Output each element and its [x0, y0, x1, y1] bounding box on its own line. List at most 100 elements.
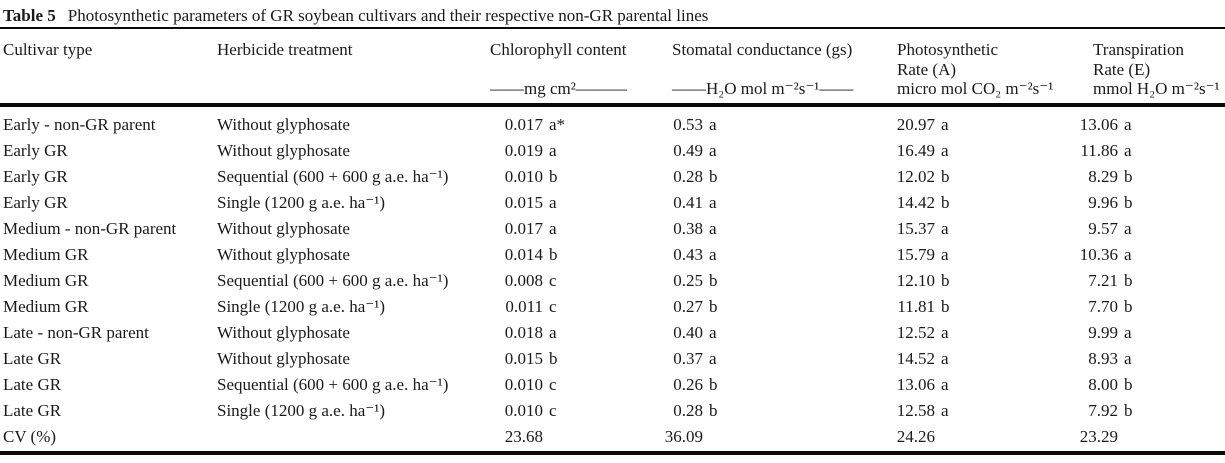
cell-transpiration-value: 9.57 a [1078, 219, 1225, 239]
photosynthetic-sig-letter: a [941, 141, 949, 161]
transpiration-sig-letter: a [1124, 141, 1132, 161]
header-line: Rate (E) [1093, 59, 1151, 79]
cell-herbicide-treatment: Single (1200 g a.e. ha⁻¹) [217, 401, 385, 421]
cell-herbicide-treatment: Without glyphosate [217, 323, 350, 343]
stomatal-number: 0.27 [673, 297, 703, 317]
photosynthetic-number: 24.26 [896, 427, 935, 447]
stomatal-number: 0.25 [673, 271, 703, 291]
transpiration-sig-letter: b [1124, 167, 1133, 187]
chlorophyll-number: 0.011 [505, 297, 543, 317]
photosynthetic-number: 11.81 [897, 297, 935, 317]
chlorophyll-number: 0.018 [504, 323, 543, 343]
transpiration-number: 23.29 [1079, 427, 1118, 447]
cell-cultivar-type: Early GR [3, 193, 68, 213]
photosynthetic-sig-letter: a [941, 375, 949, 395]
photosynthetic-number: 16.49 [896, 141, 935, 161]
chlorophyll-sig-letter: c [549, 297, 557, 317]
stomatal-sig-letter: b [709, 297, 718, 317]
stomatal-number: 0.28 [673, 167, 703, 187]
cell-herbicide-treatment: Single (1200 g a.e. ha⁻¹) [217, 297, 385, 317]
cell-stomatal-value: 0.28 b [663, 401, 886, 421]
cell-transpiration-value: 11.86 a [1078, 141, 1225, 161]
cell-transpiration-value: 8.93 a [1078, 349, 1225, 369]
col-header-cultivar-type: Cultivar type [3, 40, 217, 99]
cell-cultivar-type: Early GR [3, 167, 68, 187]
header-line [217, 60, 490, 80]
chlorophyll-number: 0.010 [504, 375, 543, 395]
transpiration-sig-letter: b [1124, 297, 1133, 317]
header-line: Cultivar type [3, 40, 93, 59]
cell-chlorophyll-value: 0.010 c [490, 375, 663, 395]
cell-cultivar-type: Late - non-GR parent [3, 323, 149, 343]
header-units-line: ——mg cm²——— [490, 79, 627, 98]
cell-photosynthetic-value: 15.79 a [886, 245, 1078, 265]
stomatal-sig-letter: a [709, 141, 717, 161]
chlorophyll-sig-letter: a* [549, 115, 566, 135]
chlorophyll-number: 0.017 [504, 115, 543, 135]
cell-herbicide-treatment: Without glyphosate [217, 219, 350, 239]
table-row: Late GR Without glyphosate 0.015 b 0.37 a … [0, 347, 1225, 373]
cell-transpiration-value: 8.00 b [1078, 375, 1225, 395]
stomatal-sig-letter: a [709, 323, 717, 343]
transpiration-sig-letter: a [1124, 219, 1132, 239]
cell-transpiration-value: 9.96 b [1078, 193, 1225, 213]
cell-chlorophyll-value: 23.68 [490, 427, 663, 447]
photosynthetic-sig-letter: b [941, 167, 950, 187]
table-row: Medium GR Without glyphosate 0.014 b 0.43… [0, 243, 1225, 269]
transpiration-number: 9.57 [1088, 219, 1118, 239]
col-header-chlorophyll-content: Chlorophyll content ——mg cm²——— [490, 40, 663, 99]
photosynthetic-sig-letter: a [941, 219, 949, 239]
transpiration-number: 13.06 [1079, 115, 1118, 135]
cell-transpiration-value: 9.99 a [1078, 323, 1225, 343]
header-line [672, 60, 886, 80]
photosynthetic-sig-letter: a [941, 323, 949, 343]
table-row: Medium GR Sequential (600 + 600 g a.e. h… [0, 269, 1225, 295]
photosynthetic-sig-letter: a [941, 245, 949, 265]
cell-photosynthetic-value: 15.37 a [886, 219, 1078, 239]
header-line: Rate (A) [897, 59, 957, 79]
cell-chlorophyll-value: 0.019 a [490, 141, 663, 161]
stomatal-number: 0.28 [673, 401, 703, 421]
table-caption: Table 5 Photosynthetic parameters of GR s… [0, 0, 1225, 27]
chlorophyll-sig-letter: b [549, 245, 558, 265]
transpiration-sig-letter: b [1124, 271, 1133, 291]
stomatal-sig-letter: a [709, 349, 717, 369]
cell-photosynthetic-value: 14.42 b [886, 193, 1078, 213]
chlorophyll-sig-letter: c [549, 271, 557, 291]
transpiration-sig-letter: a [1124, 245, 1132, 265]
header-line: Stomatal conductance (gs) [672, 40, 853, 59]
photosynthetic-sig-letter: b [941, 193, 950, 213]
photosynthetic-number: 12.10 [896, 271, 935, 291]
table-caption-text: Photosynthetic parameters of GR soybean … [67, 6, 709, 25]
photosynthetic-sig-letter: b [941, 271, 950, 291]
table-number-label: Table 5 [3, 6, 56, 25]
cell-herbicide-treatment: Sequential (600 + 600 g a.e. ha⁻¹) [217, 167, 449, 187]
chlorophyll-number: 0.014 [504, 245, 543, 265]
col-header-photosynthetic-rate: Photosynthetic Rate (A) micro mol CO₂ m⁻… [886, 40, 1078, 99]
cell-herbicide-treatment: Single (1200 g a.e. ha⁻¹) [217, 193, 385, 213]
transpiration-number: 8.29 [1088, 167, 1118, 187]
cell-cultivar-type: Late GR [3, 401, 62, 421]
cell-transpiration-value: 7.92 b [1078, 401, 1225, 421]
cell-chlorophyll-value: 0.015 b [490, 349, 663, 369]
cell-stomatal-value: 0.49 a [663, 141, 886, 161]
header-line [3, 79, 217, 99]
chlorophyll-sig-letter: a [549, 141, 557, 161]
chlorophyll-number: 23.68 [504, 427, 543, 447]
photosynthetic-sig-letter: b [941, 297, 950, 317]
cell-chlorophyll-value: 0.010 c [490, 401, 663, 421]
cell-transpiration-value: 23.29 [1078, 427, 1225, 447]
header-line [217, 79, 490, 99]
cell-photosynthetic-value: 20.97 a [886, 115, 1078, 135]
cell-herbicide-treatment: Without glyphosate [217, 141, 350, 161]
cell-herbicide-treatment: Sequential (600 + 600 g a.e. ha⁻¹) [217, 375, 449, 395]
stomatal-sig-letter: a [709, 115, 717, 135]
cell-cultivar-type: Early GR [3, 141, 68, 161]
table-row: Late GR Sequential (600 + 600 g a.e. ha⁻… [0, 373, 1225, 399]
cell-transpiration-value: 10.36 a [1078, 245, 1225, 265]
cell-herbicide-treatment: Without glyphosate [217, 349, 350, 369]
photosynthetic-sig-letter: a [941, 115, 949, 135]
cell-cultivar-type: Medium - non-GR parent [3, 219, 177, 239]
stomatal-number: 0.26 [673, 375, 703, 395]
cell-transpiration-value: 7.70 b [1078, 297, 1225, 317]
